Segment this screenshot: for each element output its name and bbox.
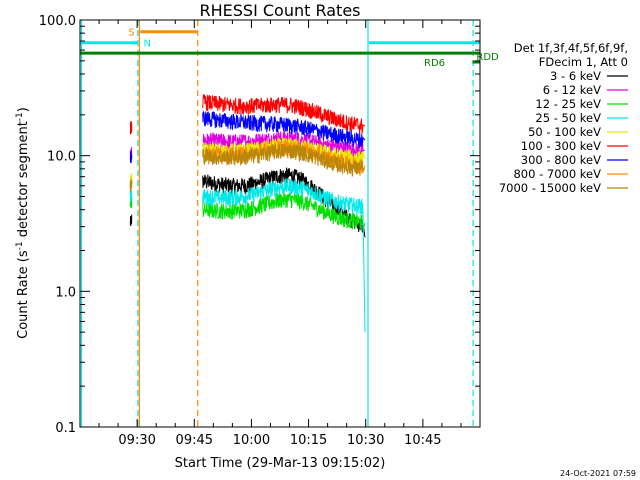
flag-label-rd6: RD6 [424, 58, 445, 69]
series-line-300-800-kev [129, 110, 366, 164]
data-series-group [129, 93, 366, 333]
series-line-12-25-kev [129, 191, 366, 232]
y-axis-label-sup2: -1 [15, 112, 25, 121]
vertical-marker-lines [80, 20, 474, 427]
series-line-25-50-kev [129, 178, 366, 333]
y-tick-label-0-1: 0.1 [55, 421, 76, 436]
x-tick-label-1045: 10:45 [404, 433, 441, 448]
y-axis-label-sup1: -1 [15, 241, 25, 250]
x-tick-label-1030: 10:30 [347, 433, 384, 448]
legend: Det 1f,3f,4f,5f,6f,9f, FDecim 1, Att 0 3… [499, 41, 628, 195]
legend-label-50-100-kev: 50 - 100 keV [528, 125, 601, 139]
y-axis-label-end: ) [16, 107, 31, 112]
legend-label-100-300-kev: 100 - 300 keV [521, 139, 601, 153]
y-axis-label: Count Rate (s-1 detector segment-1) [15, 107, 31, 339]
plot-frame [79, 19, 481, 428]
y-axis-label-mid: detector segment [16, 121, 31, 241]
x-tick-label-1015: 10:15 [290, 433, 327, 448]
legend-header-line-2: FDecim 1, Att 0 [539, 55, 628, 69]
y-axis-label-main: Count Rate (s [16, 250, 31, 339]
flag-label-s: S [128, 28, 134, 39]
y-tick-label-1-0: 1.0 [55, 285, 76, 300]
flag-label-n: N [144, 39, 151, 50]
series-line-100-300-kev [129, 93, 366, 135]
y-axis-ticks: 100.0 10.0 1.0 0.1 [39, 14, 480, 436]
legend-label-6-12-kev: 6 - 12 keV [543, 83, 601, 97]
y-tick-label-10-0: 10.0 [47, 150, 76, 165]
y-tick-label-100-0: 100.0 [39, 14, 76, 29]
x-tick-label-0930: 09:30 [118, 433, 155, 448]
legend-label-300-800-kev: 300 - 800 keV [521, 153, 601, 167]
legend-label-12-25-kev: 12 - 25 keV [535, 97, 601, 111]
footer-date: 24-Oct-2021 07:59 [560, 469, 636, 478]
legend-header-line-1: Det 1f,3f,4f,5f,6f,9f, [514, 41, 628, 55]
legend-label-7000-15000-kev: 7000 - 15000 keV [499, 181, 601, 195]
x-axis-ticks: 09:30 09:45 10:00 10:15 10:30 10:45 [79, 20, 481, 448]
x-tick-label-1000: 10:00 [233, 433, 270, 448]
x-tick-label-0945: 09:45 [176, 433, 213, 448]
x-axis-label: Start Time (29-Mar-13 09:15:02) [175, 456, 386, 471]
legend-label-3-6-kev: 3 - 6 keV [550, 69, 601, 83]
series-line-7000-15000-kev [129, 143, 366, 191]
flag-label-rdd: RDD [476, 52, 499, 63]
flag-bars: SN RD6 RDD [80, 28, 499, 69]
legend-label-800-7000-kev: 800 - 7000 keV [513, 167, 601, 181]
legend-label-25-50-kev: 25 - 50 keV [535, 111, 601, 125]
chart-title: RHESSI Count Rates [200, 1, 361, 20]
